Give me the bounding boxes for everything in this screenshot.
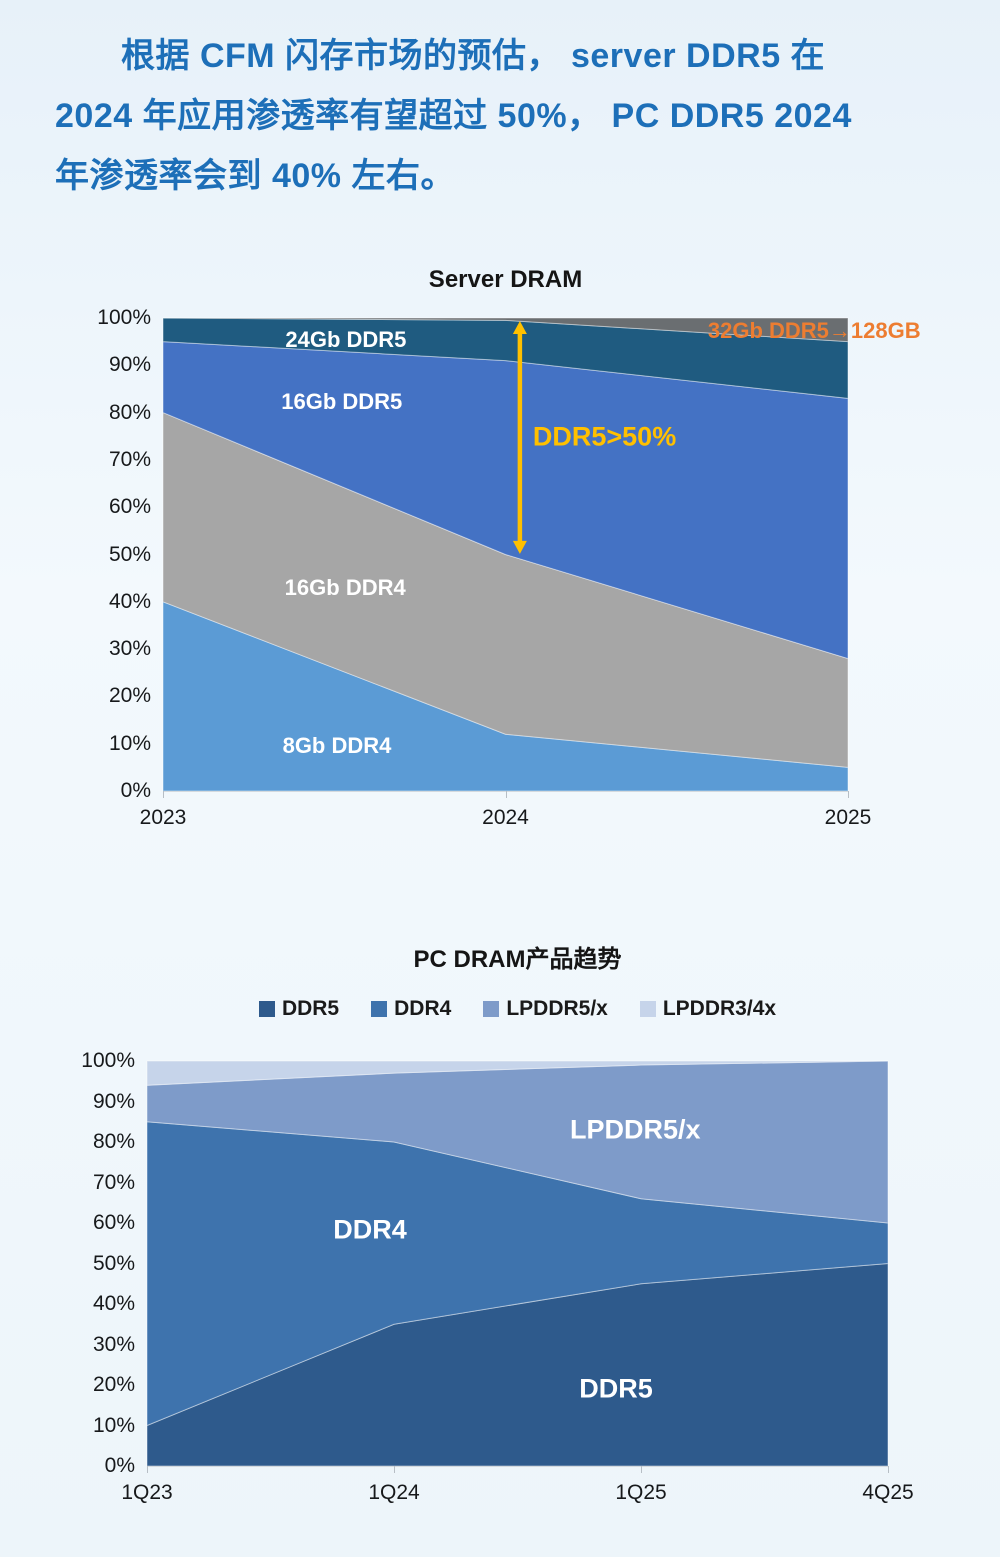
y-tick-label: 50%: [108, 542, 151, 566]
annotation-lpddr5-x: LPDDR5/x: [570, 1114, 701, 1145]
annotation-16gb-ddr5: 16Gb DDR5: [281, 389, 403, 415]
axis-tick: [888, 1466, 889, 1473]
legend-item-lpddr5-x: LPDDR5/x: [483, 997, 608, 1021]
intro-line-1: 根据 CFM 闪存市场的预估， server DDR5 在: [121, 37, 826, 75]
legend-label: DDR5: [281, 997, 340, 1020]
y-tick-label: 70%: [108, 447, 151, 471]
y-tick-label: 70%: [92, 1170, 135, 1194]
arrowhead-icon: [512, 321, 527, 334]
y-tick-label: 30%: [92, 1332, 135, 1356]
plot-area: [146, 1060, 889, 1467]
area-lpddr5-x: [146, 1060, 889, 1224]
y-tick-label: 20%: [92, 1373, 135, 1396]
annotation-ddr4: DDR4: [333, 1214, 407, 1245]
y-tick-label: 100%: [97, 306, 151, 329]
x-tick-label: 2025: [824, 806, 872, 829]
y-tick-label: 10%: [92, 1413, 135, 1437]
legend-item-lpddr3-4x: LPDDR3/4x: [639, 997, 777, 1021]
x-tick-label: 1Q23: [121, 1481, 173, 1504]
annotation-ddr5-50-: DDR5>50%: [532, 421, 677, 452]
intro-line-3: 年渗透率会到 40% 左右。: [55, 157, 455, 195]
area-32gb-ddr5: [162, 317, 849, 343]
y-tick-label: 10%: [108, 731, 151, 755]
arrowhead-icon: [512, 540, 527, 554]
axis-tick: [505, 791, 507, 798]
legend-label: LPDDR5/x: [506, 997, 608, 1020]
y-tick-label: 100%: [81, 1049, 135, 1072]
server-dram-title: Server DRAM: [428, 266, 583, 293]
pc-dram-legend: DDR5 DDR4 LPDDR5/x LPDDR3/4x: [147, 997, 888, 1021]
y-tick-label: 90%: [92, 1089, 135, 1113]
x-tick-label: 2024: [482, 806, 529, 829]
legend-swatch-icon: [371, 1001, 388, 1017]
legend-swatch-icon: [483, 1001, 500, 1017]
axis-tick: [147, 1466, 148, 1473]
y-tick-label: 30%: [108, 637, 151, 661]
legend-label: LPDDR3/4x: [662, 997, 777, 1020]
x-axis-line: [147, 1466, 888, 1467]
x-tick-label: 1Q25: [615, 1481, 667, 1504]
annotation-24gb-ddr5: 24Gb DDR5: [285, 326, 407, 352]
annotation-16gb-ddr4: 16Gb DDR4: [284, 574, 406, 600]
intro-paragraph: 根据 CFM 闪存市场的预估， server DDR5 在 2024 年应用渗透…: [55, 26, 950, 206]
y-tick-label: 90%: [108, 353, 151, 377]
plot-area: [162, 317, 849, 792]
axis-tick: [163, 791, 164, 798]
intro-line-2: 2024 年应用渗透率有望超过 50%， PC DDR5 2024: [55, 97, 852, 135]
annotation-32gb-ddr5-128gb: 32Gb DDR5→128GB: [707, 318, 921, 344]
y-tick-label: 50%: [92, 1251, 135, 1275]
y-tick-label: 0%: [104, 1454, 135, 1477]
area-lpddr3-4x: [146, 1060, 889, 1086]
annotation-8gb-ddr4: 8Gb DDR4: [282, 733, 392, 759]
legend-item-ddr5: DDR5: [258, 997, 340, 1021]
x-tick-label: 4Q25: [862, 1481, 914, 1504]
axis-tick: [848, 791, 849, 798]
y-tick-label: 0%: [120, 779, 151, 802]
axis-tick: [641, 1466, 642, 1473]
axis-tick: [394, 1466, 395, 1473]
legend-swatch-icon: [258, 1001, 275, 1017]
y-tick-label: 60%: [108, 495, 151, 519]
y-tick-label: 80%: [108, 400, 151, 424]
y-tick-label: 40%: [108, 589, 151, 613]
annotation-ddr5: DDR5: [579, 1373, 653, 1404]
legend-label: DDR4: [394, 997, 452, 1020]
x-tick-label: 1Q24: [368, 1481, 420, 1504]
y-tick-label: 80%: [92, 1130, 135, 1153]
pc-dram-chart: PC DRAM产品趋势 DDR5 DDR4 LPDDR5/x LPDDR3/4x 0%…: [81, 946, 913, 1504]
legend-item-ddr4: DDR4: [371, 997, 451, 1021]
x-tick-label: 2023: [139, 806, 187, 829]
pc-dram-title: PC DRAM产品趋势: [413, 946, 622, 973]
y-tick-label: 40%: [92, 1292, 135, 1315]
y-tick-label: 60%: [92, 1211, 135, 1234]
y-tick-label: 20%: [108, 684, 151, 708]
legend-swatch-icon: [639, 1001, 656, 1017]
server-dram-chart: Server DRAM 0% 10% 20% 30% 40% 50% 60% 70% 80% 90…: [97, 266, 920, 829]
